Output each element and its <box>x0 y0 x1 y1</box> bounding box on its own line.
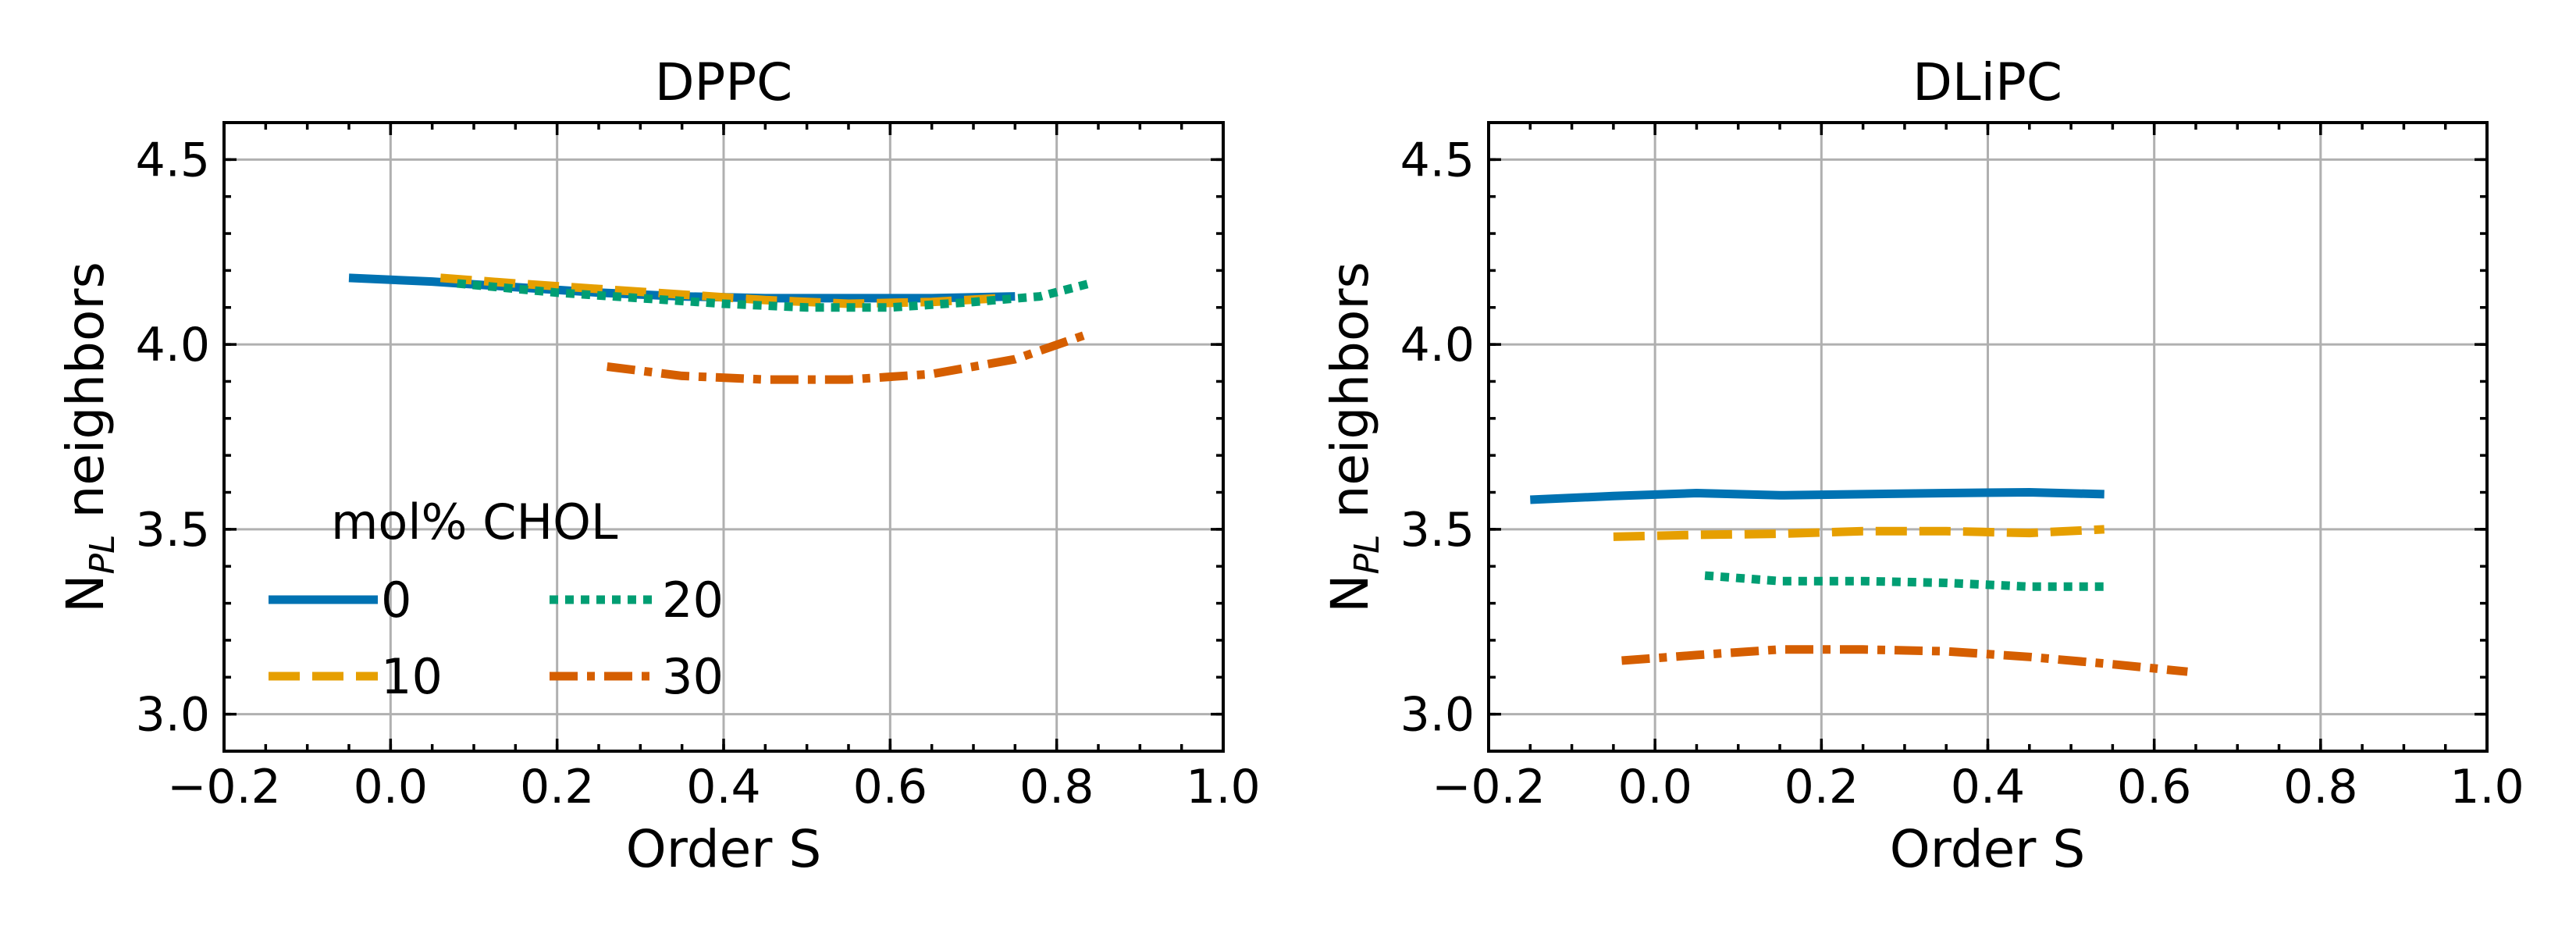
legend-item-10: 10 <box>269 648 443 705</box>
grid <box>1489 123 2487 751</box>
x-tick-label: 1.0 <box>2450 760 2524 814</box>
x-tick-label: 0.0 <box>354 760 428 814</box>
series-line-10 <box>439 273 999 308</box>
y-tick-label: 3.5 <box>136 503 210 558</box>
series-line-20 <box>1704 571 2105 591</box>
chart-panel-dlipc: DLiPC −0.2 0.0 0.2 0.4 0.6 0.8 1.0 3.0 3.5 4.0 4.… <box>1320 52 2524 879</box>
y-axis-label-main: N <box>1320 574 1380 612</box>
y-tick-labels: 3.0 3.5 4.0 4.5 <box>1400 133 1475 742</box>
y-axis-label-rest: neighbors <box>1320 262 1380 534</box>
series-lines <box>1530 488 2188 676</box>
series-lines <box>348 273 1092 384</box>
x-tick-label: 0.2 <box>1784 760 1859 814</box>
x-tick-label: 0.4 <box>686 760 760 814</box>
y-axis-label-subscript: PL <box>1347 534 1387 574</box>
x-tick-labels: −0.2 0.0 0.2 0.4 0.6 0.8 1.0 <box>1432 760 2524 814</box>
y-tick-label: 3.0 <box>1400 688 1475 743</box>
major-ticks <box>222 123 1225 751</box>
series-line-30 <box>1621 645 2188 676</box>
legend-label-20: 20 <box>662 572 724 629</box>
x-tick-labels: −0.2 0.0 0.2 0.4 0.6 0.8 1.0 <box>167 760 1261 814</box>
y-axis-label-main: N <box>55 574 116 612</box>
chart-title: DLiPC <box>1912 52 2062 112</box>
x-tick-label: −0.2 <box>167 760 281 814</box>
x-tick-label: 0.0 <box>1617 760 1692 814</box>
x-tick-label: 0.6 <box>853 760 927 814</box>
legend-item-0: 0 <box>269 572 411 629</box>
legend-label-30: 30 <box>662 648 724 705</box>
legend-label-0: 0 <box>381 572 411 629</box>
x-tick-label: 0.6 <box>2117 760 2191 814</box>
x-tick-label: 0.2 <box>520 760 594 814</box>
chart-title: DPPC <box>655 52 793 112</box>
y-axis-label: NPL neighbors <box>55 262 123 613</box>
series-line-0 <box>1530 488 2105 504</box>
y-tick-labels: 3.0 3.5 4.0 4.5 <box>136 133 210 742</box>
y-tick-label: 4.5 <box>136 133 210 187</box>
series-line-10 <box>1613 525 2105 541</box>
x-tick-label: 0.8 <box>1019 760 1094 814</box>
major-ticks <box>1487 123 2489 751</box>
y-tick-label: 4.0 <box>1400 318 1475 372</box>
legend-title: mol% CHOL <box>331 493 618 550</box>
legend-item-20: 20 <box>550 572 724 629</box>
series-line-30 <box>607 329 1092 384</box>
legend-item-30: 30 <box>550 648 724 705</box>
x-tick-label: 1.0 <box>1186 760 1260 814</box>
y-axis-label-rest: neighbors <box>55 262 116 534</box>
y-tick-label: 4.0 <box>136 318 210 372</box>
y-tick-label: 4.5 <box>1400 133 1475 187</box>
legend-label-10: 10 <box>381 648 443 705</box>
x-tick-label: 0.8 <box>2283 760 2357 814</box>
y-axis-label-subscript: PL <box>83 534 123 574</box>
y-axis-label: NPL neighbors <box>1320 262 1387 613</box>
chart-panel-dppc: DPPC −0.2 0.0 0.2 0.4 0.6 0.8 1.0 3.0 3.5 4.0 4.5… <box>55 52 1261 879</box>
x-axis-label: Order S <box>626 819 821 879</box>
legend: mol% CHOL 0 10 20 30 <box>269 493 724 705</box>
x-tick-label: 0.4 <box>1951 760 2025 814</box>
y-tick-label: 3.5 <box>1400 503 1475 558</box>
x-axis-label: Order S <box>1890 819 2085 879</box>
series-line-20 <box>457 279 1091 312</box>
y-tick-label: 3.0 <box>136 688 210 743</box>
x-tick-label: −0.2 <box>1432 760 1546 814</box>
